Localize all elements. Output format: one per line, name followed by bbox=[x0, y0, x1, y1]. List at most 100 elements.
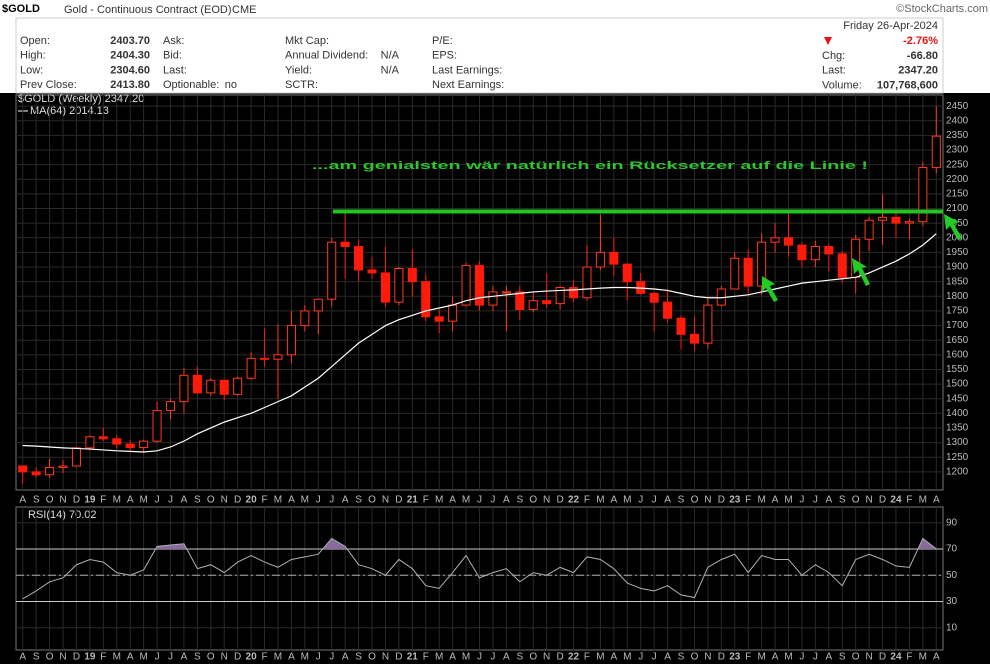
y-tick-label: 2450 bbox=[946, 101, 969, 112]
price-legend: $GOLD (Weekly) 2347.20 bbox=[18, 93, 144, 105]
copyright: ©StockCharts.com bbox=[896, 3, 988, 15]
x-tick-label: A bbox=[19, 495, 26, 506]
x-tick-label: A bbox=[664, 652, 671, 663]
x-tick-label: M bbox=[435, 495, 443, 506]
y-tick-label: 1500 bbox=[946, 379, 969, 390]
arrow bbox=[944, 214, 962, 240]
y-tick-label: 1200 bbox=[946, 466, 969, 477]
candle-body bbox=[421, 281, 431, 318]
x-tick-label: J bbox=[168, 495, 173, 506]
x-tick-label: N bbox=[704, 495, 711, 506]
x-tick-label: F bbox=[906, 495, 912, 506]
x-tick-label: M bbox=[301, 495, 309, 506]
info-label: Last: bbox=[822, 65, 846, 77]
candle-body bbox=[461, 265, 471, 306]
x-tick-label: A bbox=[342, 652, 349, 663]
x-tick-label: M bbox=[623, 495, 631, 506]
x-tick-label: F bbox=[100, 652, 106, 663]
candle-body bbox=[609, 251, 619, 265]
arrows bbox=[762, 214, 962, 302]
candle-body bbox=[112, 438, 122, 445]
x-tick-label: O bbox=[852, 652, 860, 663]
y-tick-label: 1950 bbox=[946, 247, 969, 258]
info-label: EPS: bbox=[432, 50, 457, 62]
x-tick-label: D bbox=[718, 652, 725, 663]
x-tick-label: A bbox=[288, 652, 295, 663]
info-label: Optionable: bbox=[163, 79, 219, 91]
x-tick-label: F bbox=[423, 652, 429, 663]
x-tick-label: N bbox=[382, 495, 389, 506]
annotation: ...am genialsten wär natürlich ein Rücks… bbox=[312, 160, 868, 172]
x-tick-label: M bbox=[784, 495, 792, 506]
y-tick-label: 1250 bbox=[946, 452, 969, 463]
info-label: P/E: bbox=[432, 35, 453, 47]
x-tick-label: A bbox=[127, 495, 134, 506]
x-tick-label: 20 bbox=[246, 652, 258, 663]
info-value: 2403.70 bbox=[110, 35, 150, 47]
x-tick-label: S bbox=[839, 652, 846, 663]
candle-body bbox=[246, 357, 256, 379]
x-tick-label: F bbox=[906, 652, 912, 663]
y-tick-label: 2050 bbox=[946, 218, 969, 229]
candle-body bbox=[730, 257, 740, 290]
x-tick-label: J bbox=[490, 495, 495, 506]
candle-body bbox=[689, 333, 699, 344]
x-tick-label: S bbox=[33, 495, 40, 506]
x-tick-label: N bbox=[865, 495, 872, 506]
candle-body bbox=[98, 436, 108, 440]
x-tick-label: 24 bbox=[890, 495, 902, 506]
x-tick-label: M bbox=[596, 495, 604, 506]
candle-body bbox=[837, 253, 847, 278]
x-tick-label: M bbox=[435, 652, 443, 663]
candle-body bbox=[286, 325, 296, 356]
x-tick-label: A bbox=[611, 495, 618, 506]
candle-body bbox=[71, 447, 81, 467]
y-tick-label: 1700 bbox=[946, 320, 969, 331]
candle-body bbox=[797, 244, 807, 261]
x-tick-label: N bbox=[382, 652, 389, 663]
candle-body bbox=[474, 265, 485, 306]
x-tick-label: 21 bbox=[407, 495, 419, 506]
x-tick-label: S bbox=[194, 652, 201, 663]
x-tick-label: O bbox=[46, 652, 54, 663]
info-value: no bbox=[225, 79, 237, 91]
x-tick-label: J bbox=[155, 652, 160, 663]
x-tick-label: A bbox=[127, 652, 134, 663]
x-tick-label: M bbox=[623, 652, 631, 663]
x-tick-label: M bbox=[139, 652, 147, 663]
y-tick-label: 1750 bbox=[946, 306, 969, 317]
y-tick-label: 10 bbox=[946, 622, 958, 633]
candle-body bbox=[515, 291, 525, 310]
x-tick-label: F bbox=[584, 495, 590, 506]
x-tick-label: O bbox=[46, 495, 54, 506]
x-tick-label: O bbox=[368, 495, 376, 506]
x-tick-label: S bbox=[516, 495, 523, 506]
info-label: Ask: bbox=[163, 35, 184, 47]
candle-body bbox=[327, 241, 337, 300]
x-tick-label: M bbox=[462, 495, 470, 506]
x-tick-label: J bbox=[477, 495, 482, 506]
candle-body bbox=[165, 401, 176, 411]
x-tick-label: M bbox=[113, 652, 121, 663]
x-tick-label: M bbox=[274, 495, 282, 506]
y-tick-label: 1400 bbox=[946, 408, 969, 419]
x-tick-label: J bbox=[799, 652, 804, 663]
x-tick-label: 19 bbox=[84, 652, 96, 663]
x-tick-label: J bbox=[813, 495, 818, 506]
x-tick-label: S bbox=[678, 495, 685, 506]
info-label: Chg: bbox=[822, 50, 845, 62]
x-tick-label: J bbox=[652, 495, 657, 506]
info-value: 2304.60 bbox=[110, 64, 150, 76]
x-tick-label: M bbox=[274, 652, 282, 663]
x-tick-label: O bbox=[529, 495, 537, 506]
ma-line bbox=[22, 233, 937, 453]
x-tick-label: 23 bbox=[729, 652, 741, 663]
arrow bbox=[762, 276, 778, 302]
candle-body bbox=[931, 135, 941, 169]
y-tick-label: 90 bbox=[946, 517, 958, 528]
x-tick-label: N bbox=[221, 652, 228, 663]
x-tick-label: N bbox=[865, 652, 872, 663]
info-label: Mkt Cap: bbox=[285, 35, 329, 47]
x-tick-label: O bbox=[691, 495, 699, 506]
